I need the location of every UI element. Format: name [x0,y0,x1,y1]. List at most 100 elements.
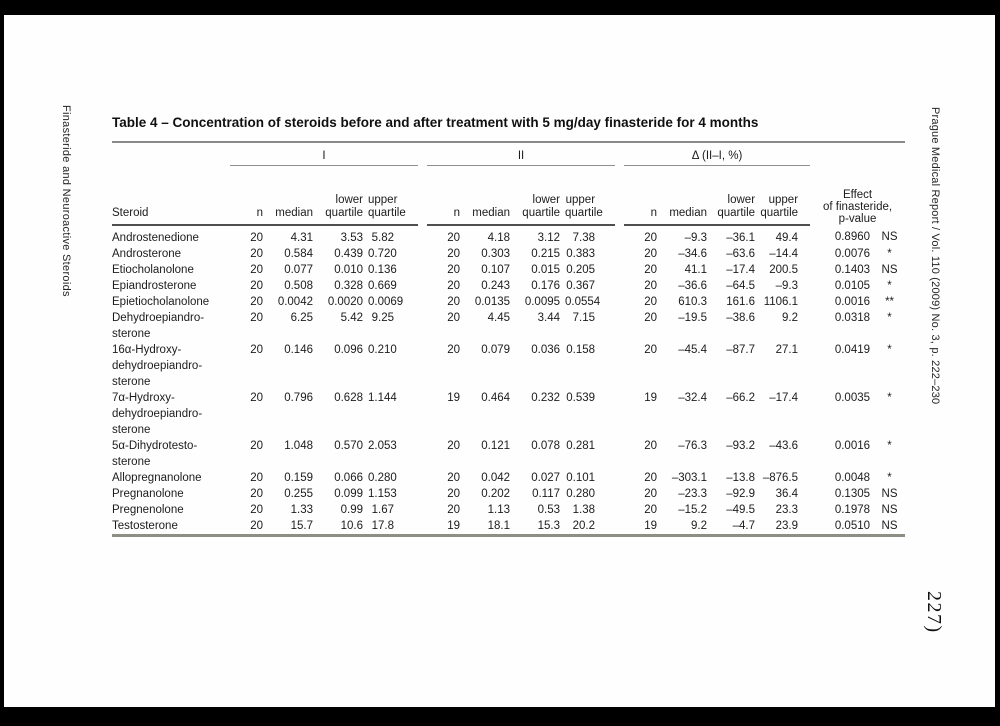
cell-lower-quartile: 0.0095 [524,296,561,308]
cell-lower-quartile: –92.9 [726,488,756,500]
cell-n: 20 [250,296,263,308]
cell-n: 20 [447,472,461,484]
cell-lower-quartile: 0.078 [531,440,561,452]
cell-upper-quartile: 1.144 [368,392,397,404]
journal-citation-right: Prague Medical Report / Vol. 110 (2009) … [929,107,941,405]
cell-upper-quartile: 0.539 [566,392,596,404]
upper-label: upper [565,194,596,206]
cell-upper-quartile: 23.9 [760,518,811,537]
cell-lower-quartile: 0.176 [531,280,561,292]
column-gap [615,166,624,226]
cell-n: 19 [624,518,661,537]
cell-upper-quartile: 0.0069 [368,296,404,308]
column-gap [615,438,624,470]
cell-upper-quartile: 27.1 [775,344,799,356]
cell-median: –36.6 [678,280,708,292]
cell-median: –15.2 [678,504,708,516]
cell-upper-quartile: 0.720 [368,248,397,260]
cell-median: 18.1 [463,518,516,537]
cell-n: 20 [644,344,658,356]
column-gap [418,342,427,390]
cell-n: 20 [230,518,266,537]
cell-p-value: 0.1978 [834,504,871,516]
cell-significance: * [887,344,892,356]
cell-n: 20 [250,264,263,276]
lower-label: lower [727,194,756,206]
cell-upper-quartile: 0.158 [566,344,596,356]
cell-n: 20 [447,504,461,516]
cell-median: 0.107 [481,264,511,276]
cell-lower-quartile: 161.6 [726,296,756,308]
cell-n: 20 [250,280,263,292]
cell-steroid-name: Epiandrosterone [112,278,230,294]
cell-n: 20 [644,312,658,324]
cell-upper-quartile: 5.82 [371,232,395,244]
steroid-name-line: Androstenedione [112,232,199,244]
table-row: Epiandrosterone 20 0.508 0.328 0.669 20 0.243 0… [112,278,905,294]
table-row: Pregnanolone 20 0.255 0.099 1.153 20 0.202 0.11… [112,486,905,502]
cell-median: 15.7 [266,518,318,537]
cell-median: 0.303 [481,248,511,260]
cell-median: 0.042 [481,472,511,484]
cell-p-value: 0.0510 [810,518,875,537]
cell-p-value: 0.1305 [834,488,871,500]
table-row: Testosterone 20 15.7 10.6 17.8 19 18.1 15.3 20.2… [112,518,906,537]
column-gap [615,278,624,294]
cell-n: 20 [250,344,263,356]
cell-steroid-name: Dehydroepiandro-sterone [112,310,230,342]
upper-label: upper [768,194,799,206]
column-gap [615,310,624,342]
cell-lower-quartile: 15.3 [515,518,566,537]
median-column-header: median [463,165,516,226]
steroid-name-line: Epiandrosterone [112,280,197,292]
median-column-header: median [266,165,318,226]
cell-lower-quartile: 0.570 [334,440,363,452]
cell-median: –76.3 [678,440,708,452]
cell-upper-quartile: 1.153 [368,488,397,500]
table-row: Allopregnanolone 20 0.159 0.066 0.280 20 0.042… [112,470,905,486]
cell-significance: NS [881,488,898,500]
column-gap [418,310,427,342]
column-gap [615,141,625,166]
cell-upper-quartile: 36.4 [775,488,799,500]
cell-p-value: 0.0016 [834,440,871,452]
cell-lower-quartile: 0.066 [334,472,363,484]
cell-steroid-name: 5α-Dihydrotesto-sterone [112,438,230,470]
cell-n: 20 [447,296,461,308]
cell-median: 1.33 [290,504,313,516]
cell-steroid-name: Pregnanolone [112,486,230,502]
subheader-row: Steroid n median lower quartile upper qu… [112,165,905,226]
cell-significance: * [887,472,892,484]
cell-steroid-name: Etiocholanolone [112,262,230,278]
column-gap [418,278,427,294]
cell-median: 0.079 [481,344,511,356]
cell-significance: NS [881,264,898,276]
cell-upper-quartile: 0.281 [566,440,596,452]
column-gap [615,502,624,518]
cell-lower-quartile: –63.6 [726,248,756,260]
cell-n: 20 [250,488,263,500]
steroid-name-line: 7α-Hydroxy- [112,392,175,404]
cell-upper-quartile: 200.5 [769,264,799,276]
cell-upper-quartile: 2.053 [368,440,397,452]
cell-lower-quartile: 0.015 [531,264,561,276]
column-gap [418,486,427,502]
effect-header-line3: p-value [838,213,877,225]
cell-p-value: 0.0105 [834,280,871,292]
cell-steroid-name: Testosterone [112,518,230,537]
median-column-header: median [660,165,713,226]
cell-lower-quartile: –4.7 [712,518,761,537]
cell-n: 20 [447,280,461,292]
cell-p-value: 0.0048 [834,472,871,484]
cell-significance: * [887,440,892,452]
cell-n: 20 [447,344,461,356]
lower-label: lower [335,194,363,206]
cell-steroid-name: Androstenedione [112,225,230,246]
cell-n: 19 [644,392,658,404]
effect-header-line2: of finasteride, [823,201,893,213]
cell-n: 20 [250,248,263,260]
effect-of-finasteride-header: Effect of finasteride, p-value [810,141,906,225]
running-head-left: Finasteride and Neuroactive Steroids [60,105,72,297]
column-gap [615,225,624,246]
cell-median: 4.18 [487,232,511,244]
